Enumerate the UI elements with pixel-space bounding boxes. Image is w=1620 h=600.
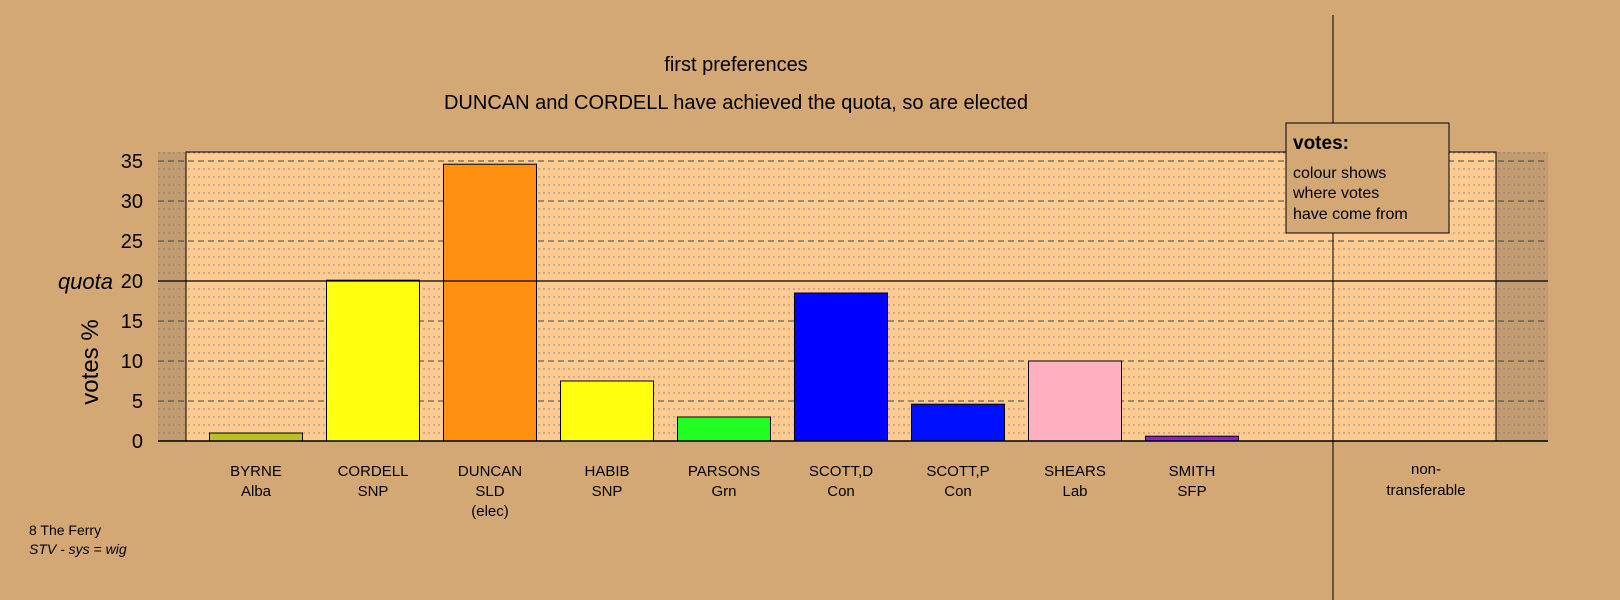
candidate-name-label: PARSONS bbox=[688, 463, 760, 480]
quota-tick-label: 20 bbox=[121, 271, 143, 293]
quota-label: quota bbox=[58, 269, 113, 294]
chart-title: first preferences bbox=[664, 54, 807, 76]
candidate-name-label: SCOTT,D bbox=[809, 463, 873, 480]
y-tick-label: 10 bbox=[121, 351, 143, 373]
bar-shears bbox=[1028, 360, 1122, 442]
non-transferable-label-line2: transferable bbox=[1386, 482, 1465, 499]
chart-subtitle: DUNCAN and CORDELL have achieved the quo… bbox=[444, 92, 1028, 114]
candidate-party-label: Con bbox=[944, 483, 972, 500]
footer-system: STV - sys = wig bbox=[29, 541, 127, 557]
legend-line-3: have come from bbox=[1293, 206, 1408, 223]
candidate-name-label: SHEARS bbox=[1044, 463, 1106, 480]
bar-habib bbox=[560, 380, 654, 442]
legend-title: votes: bbox=[1293, 133, 1349, 154]
candidate-name-label: SCOTT,P bbox=[926, 463, 989, 480]
y-axis-label: votes % bbox=[77, 319, 104, 404]
bar-scott-p bbox=[911, 403, 1005, 442]
bars bbox=[209, 163, 1239, 442]
candidate-party-label: SNP bbox=[358, 483, 389, 500]
legend-line-1: colour shows bbox=[1293, 165, 1386, 182]
y-tick-label: 30 bbox=[121, 191, 143, 213]
y-tick-label: 5 bbox=[132, 391, 143, 413]
candidate-name-label: DUNCAN bbox=[458, 463, 522, 480]
x-axis-labels: BYRNE Alba CORDELL SNP DUNCAN SLD (elec) HABIB S… bbox=[230, 463, 1215, 520]
footer-ward: 8 The Ferry bbox=[29, 522, 101, 538]
y-tick-label: 35 bbox=[121, 151, 143, 173]
candidate-name-label: SMITH bbox=[1169, 463, 1216, 480]
y-tick-label: 25 bbox=[121, 231, 143, 253]
bar-parsons bbox=[677, 416, 771, 442]
y-tick-label: 0 bbox=[132, 431, 143, 453]
bar-cordell bbox=[326, 279, 420, 442]
candidate-party-label: SNP bbox=[592, 483, 623, 500]
candidate-party-label: Grn bbox=[711, 483, 736, 500]
candidate-party-label: Con bbox=[827, 483, 855, 500]
candidate-party-label: Alba bbox=[241, 483, 272, 500]
non-transferable-label-line1: non- bbox=[1411, 461, 1441, 478]
legend-line-2: where votes bbox=[1292, 185, 1379, 202]
candidate-party-label: SLD bbox=[475, 483, 504, 500]
candidate-name-label: CORDELL bbox=[338, 463, 409, 480]
candidate-party-label: Lab bbox=[1062, 483, 1087, 500]
candidate-party-label: SFP bbox=[1177, 483, 1206, 500]
right-margin-band bbox=[1496, 152, 1548, 441]
y-axis-ticks: 0 5 10 15 25 30 35 bbox=[121, 151, 143, 453]
candidate-name-label: BYRNE bbox=[230, 463, 282, 480]
candidate-name-label: HABIB bbox=[584, 463, 629, 480]
left-margin-band bbox=[158, 152, 186, 441]
legend: votes: colour shows where votes have com… bbox=[1285, 122, 1450, 234]
y-tick-label: 15 bbox=[121, 311, 143, 333]
bar-byrne bbox=[209, 432, 303, 442]
legend-box bbox=[1285, 122, 1450, 234]
bar-scott-d bbox=[794, 292, 888, 442]
candidate-status-label: (elec) bbox=[471, 503, 509, 520]
bar-duncan bbox=[443, 163, 537, 442]
